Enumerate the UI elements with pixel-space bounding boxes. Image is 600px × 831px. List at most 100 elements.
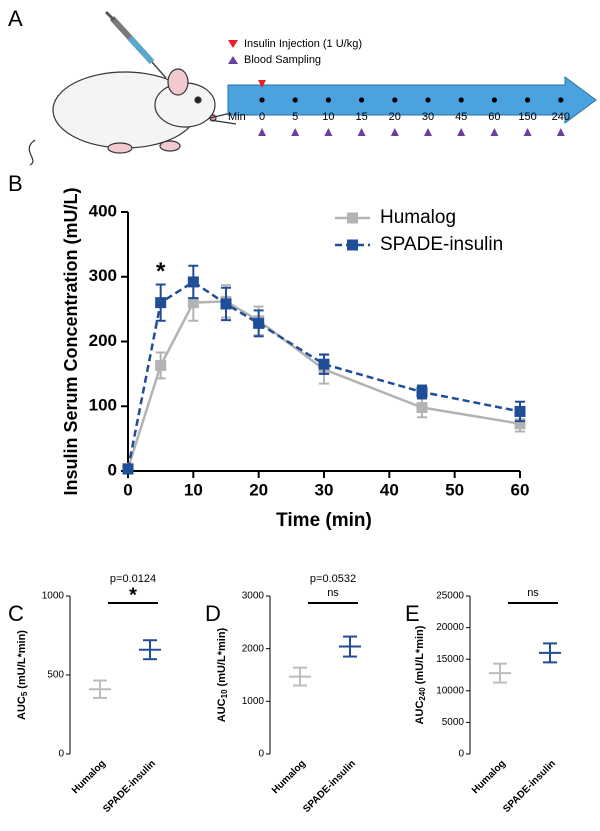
x-tick-label: 0 <box>123 480 132 499</box>
marker <box>416 386 428 398</box>
annotation: * <box>156 258 166 285</box>
marker <box>318 358 330 370</box>
timepoint-label: 30 <box>422 111 434 123</box>
sampling-triangle <box>424 128 432 136</box>
y-axis-label: AUC10 (mU/L*min) <box>216 627 229 722</box>
y-label-unit: (mU/L*min) <box>414 625 426 684</box>
sampling-triangle <box>490 128 499 136</box>
timepoint-dot <box>259 97 265 103</box>
marker <box>155 297 167 309</box>
error-bar <box>143 639 157 661</box>
error-bar <box>93 679 107 699</box>
timepoint-dot <box>525 97 531 103</box>
legend-label: Insulin Injection (1 U/kg) <box>244 38 362 50</box>
error-bar <box>293 666 307 687</box>
y-label-sub: 5 <box>20 691 29 696</box>
timepoint-label: 240 <box>552 111 570 123</box>
mouse-illustration <box>28 68 237 166</box>
error-bar <box>543 642 557 664</box>
y-tick-label: 100 <box>89 396 117 415</box>
sampling-triangle <box>324 128 333 136</box>
timepoint-label: 15 <box>355 111 367 123</box>
y-axis-label: AUC5 (mU/L*min) <box>16 630 29 720</box>
significance: ns <box>527 587 539 599</box>
y-tick-label: 300 <box>89 266 117 285</box>
y-tick-label: 2000 <box>242 643 265 654</box>
x-tick-label: SPADE-insulin <box>301 758 358 815</box>
y-tick-label: 20000 <box>436 622 464 633</box>
y-tick-label: 0 <box>258 749 264 760</box>
x-tick-label: 50 <box>445 480 464 499</box>
sampling-triangle <box>390 128 399 136</box>
x-tick-label: SPADE-insulin <box>101 758 158 815</box>
y-label-sub: 10 <box>220 689 229 698</box>
error-bar <box>343 635 357 658</box>
x-tick-label: 20 <box>249 480 268 499</box>
legend-label: Blood Sampling <box>244 54 321 66</box>
y-label-main: AUC <box>414 701 426 725</box>
p-value: p=0.0124 <box>110 573 156 585</box>
timepoint-label: 45 <box>455 111 467 123</box>
x-tick-label: SPADE-insulin <box>501 758 558 815</box>
sampling-triangle <box>258 128 266 136</box>
significance: * <box>129 584 137 606</box>
marker <box>253 317 265 329</box>
injection-triangle <box>258 80 266 88</box>
x-tick-label: 40 <box>380 480 399 499</box>
y-tick-label: 0 <box>58 749 64 760</box>
panel-label: A <box>8 6 23 31</box>
timepoint-dot <box>325 97 331 103</box>
timepoint-dot <box>292 97 298 103</box>
sampling-triangle <box>357 128 366 136</box>
y-label-unit: (mU/L*min) <box>216 627 228 686</box>
x-tick-label: Humalog <box>70 758 108 796</box>
timepoint-label: 150 <box>518 111 536 123</box>
legend-marker <box>347 239 358 251</box>
error-bar <box>493 662 507 684</box>
timeline-arrow <box>227 76 597 124</box>
x-tick-label: 10 <box>184 480 203 499</box>
series-line <box>126 300 521 469</box>
y-tick-label: 0 <box>458 749 464 760</box>
marker <box>122 463 134 475</box>
y-tick-label: 3000 <box>242 591 265 602</box>
timepoint-label: 0 <box>259 111 265 123</box>
legend-triangle <box>228 40 238 48</box>
y-tick-label: 500 <box>47 670 64 681</box>
marker <box>187 276 199 288</box>
panel-label: D <box>205 601 221 626</box>
x-tick-label: Humalog <box>470 758 508 796</box>
sampling-triangle <box>457 128 466 136</box>
timepoint-dot <box>425 97 431 103</box>
y-tick-label: 200 <box>89 331 117 350</box>
time-label: Min <box>228 111 246 123</box>
marker <box>514 405 526 417</box>
timepoint-dot <box>359 97 365 103</box>
legend-label: Humalog <box>380 207 456 228</box>
significance: ns <box>327 587 339 599</box>
p-value: p=0.0532 <box>310 573 356 585</box>
marker <box>187 297 199 309</box>
legend-triangle <box>228 56 238 64</box>
y-tick-label: 5000 <box>442 717 465 728</box>
y-tick-label: 15000 <box>436 654 464 665</box>
y-tick-label: 0 <box>108 460 117 479</box>
marker <box>514 418 526 430</box>
syringe <box>104 10 167 79</box>
x-tick-label: Humalog <box>270 758 308 796</box>
y-axis-label: AUC240 (mU/L*min) <box>414 625 427 724</box>
x-axis-label: Time (min) <box>276 510 372 531</box>
y-tick-label: 25000 <box>436 591 464 602</box>
y-tick-label: 1000 <box>42 591 65 602</box>
timepoint-label: 60 <box>488 111 500 123</box>
sampling-triangle <box>556 128 565 136</box>
y-label-main: AUC <box>16 696 28 720</box>
timepoint-dot <box>558 97 564 103</box>
sampling-triangle <box>523 128 532 136</box>
timepoint-dot <box>491 97 497 103</box>
y-label-sub: 240 <box>418 687 427 701</box>
timepoint-label: 10 <box>322 111 334 123</box>
y-tick-label: 10000 <box>436 685 464 696</box>
